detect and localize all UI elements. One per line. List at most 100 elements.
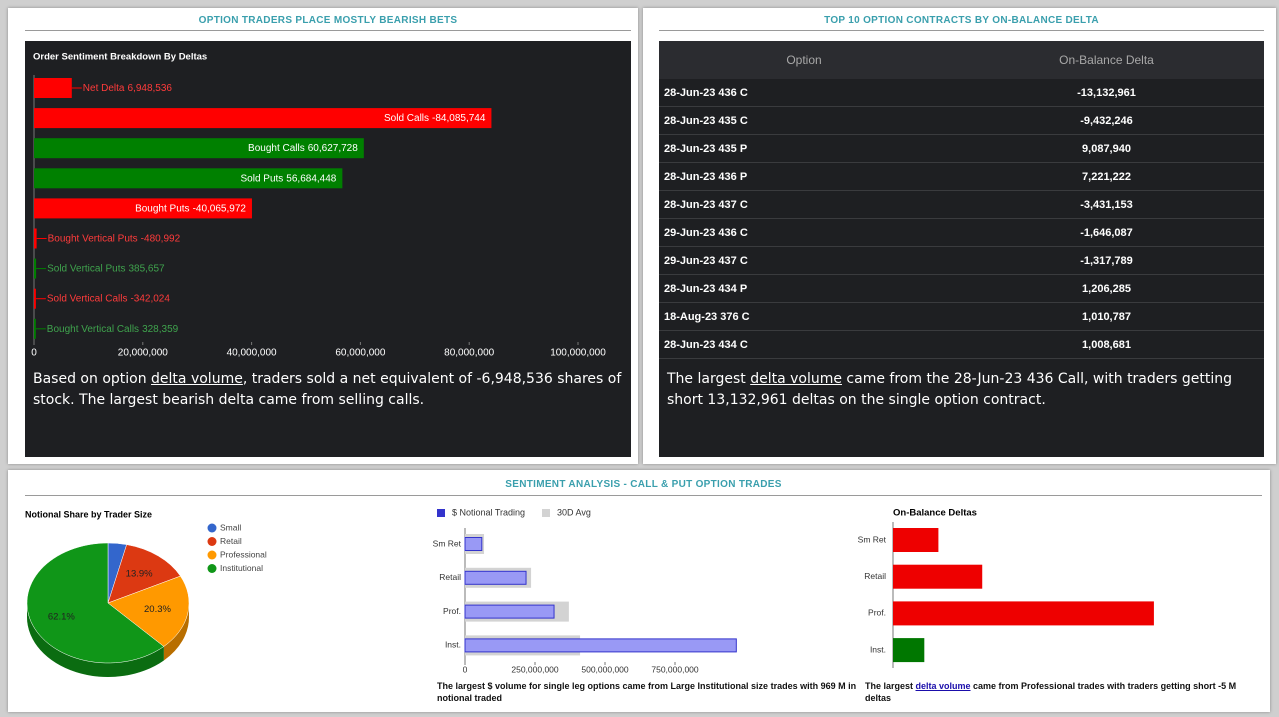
value-label: 328,359 xyxy=(142,323,179,334)
y-tick-label: Prof. xyxy=(868,608,886,618)
category-label: Bought Puts xyxy=(135,203,189,214)
bar xyxy=(893,601,1154,626)
table-cell: -13,132,961 xyxy=(1077,86,1136,99)
y-tick-label: Retail xyxy=(864,571,886,581)
x-tick-label: 0 xyxy=(31,348,37,359)
data-label: 13.9% xyxy=(126,568,153,579)
x-tick-label: 0 xyxy=(463,664,468,674)
chart-title: Order Sentiment Breakdown By Deltas xyxy=(33,52,207,63)
caption-text: came from Professional trades with trade… xyxy=(865,681,1237,703)
table-cell: 29-Jun-23 436 C xyxy=(664,226,748,239)
header-cell: Option xyxy=(786,53,822,67)
value-label: 60,627,728 xyxy=(308,143,358,154)
bar xyxy=(34,168,343,189)
data-label: Net Delta 6,948,536 xyxy=(83,83,173,94)
caption: Based on option delta volume, traders so… xyxy=(33,369,623,411)
table-cell: -1,317,789 xyxy=(1080,254,1133,267)
table-row: 28-Jun-23 435 C -9,432,246 xyxy=(659,107,1264,135)
chart-title: Notional Share by Trader Size xyxy=(25,509,152,519)
bar xyxy=(893,638,925,663)
table-row: 29-Jun-23 437 C -1,317,789 xyxy=(659,247,1264,275)
category-label: Sold Vertical Puts xyxy=(47,263,125,274)
link[interactable]: delta volume xyxy=(750,371,842,387)
legend-swatch xyxy=(207,537,217,546)
data-label: 20.3% xyxy=(144,604,171,615)
bar xyxy=(893,528,939,552)
caption-text: , traders sold a net equivalent of -6,94… xyxy=(33,371,622,408)
header-cell: On-Balance Delta xyxy=(1059,53,1154,67)
pie-slice xyxy=(107,575,190,647)
table-cell: 28-Jun-23 434 C xyxy=(664,338,748,351)
legend-swatch xyxy=(207,523,217,533)
data-label: Sold Calls -84,085,744 xyxy=(384,113,486,124)
link[interactable]: delta volume xyxy=(151,371,243,387)
category-label: Sold Puts xyxy=(240,173,283,184)
table-cell: 7,221,222 xyxy=(1082,170,1131,183)
value-label: 56,684,448 xyxy=(286,173,336,184)
panel-title: OPTION TRADERS PLACE MOSTLY BEARISH BETS xyxy=(198,15,458,26)
caption-text: Based on option xyxy=(33,371,152,387)
table-cell: -1,646,087 xyxy=(1080,226,1133,239)
table-cell: 28-Jun-23 436 P xyxy=(664,170,748,183)
x-tick-label: 20,000,000 xyxy=(118,348,168,359)
data-label: Sold Vertical Puts 385,657 xyxy=(47,263,165,274)
x-tick-label: 40,000,000 xyxy=(227,348,277,359)
bar xyxy=(34,138,364,159)
value-label: -40,065,972 xyxy=(193,203,247,214)
link[interactable]: delta volume xyxy=(915,681,971,691)
table-cell: 28-Jun-23 435 P xyxy=(664,142,748,155)
y-tick-label: Prof. xyxy=(443,606,461,616)
pie-side-shade xyxy=(163,603,189,661)
caption: The largest $ volume for single leg opti… xyxy=(437,681,857,703)
table-cell: 9,087,940 xyxy=(1082,142,1131,155)
bar xyxy=(34,108,492,129)
table-cell: 28-Jun-23 437 C xyxy=(664,198,748,211)
table-cell: 18-Aug-23 376 C xyxy=(664,310,750,323)
table-row: 28-Jun-23 436 C -13,132,961 xyxy=(659,79,1264,107)
table-cell: 1,010,787 xyxy=(1082,310,1131,323)
table-row: 29-Jun-23 436 C -1,646,087 xyxy=(659,219,1264,247)
table-row: 28-Jun-23 437 C -3,431,153 xyxy=(659,191,1264,219)
panel-title: SENTIMENT ANALYSIS - CALL & PUT OPTION T… xyxy=(505,479,782,490)
caption: The largest delta volume came from the 2… xyxy=(667,369,1247,411)
table-cell: 28-Jun-23 434 P xyxy=(664,282,748,295)
bar xyxy=(464,638,737,653)
table-row: 28-Jun-23 434 P 1,206,285 xyxy=(659,275,1264,303)
panel xyxy=(8,470,1270,712)
divider xyxy=(25,495,1262,496)
x-tick-label: 60,000,000 xyxy=(335,348,385,359)
y-tick-label: Retail xyxy=(439,572,461,582)
category-label: Bought Vertical Puts xyxy=(48,233,138,244)
table-row: 18-Aug-23 376 C 1,010,787 xyxy=(659,303,1264,331)
data-label: Bought Vertical Puts -480,992 xyxy=(48,233,181,244)
legend-label: Professional xyxy=(220,549,267,559)
legend-label: Small xyxy=(220,522,241,532)
table-cell: 1,206,285 xyxy=(1082,282,1131,295)
bar xyxy=(893,564,983,589)
x-tick-label: 500,000,000 xyxy=(581,664,629,674)
table-cell: -9,432,246 xyxy=(1080,114,1133,127)
panel-title: TOP 10 OPTION CONTRACTS BY ON-BALANCE DE… xyxy=(824,15,1099,26)
data-label: 62.1% xyxy=(48,611,75,622)
y-tick-label: Sm Ret xyxy=(858,534,887,544)
x-tick-label: 750,000,000 xyxy=(651,664,699,674)
value-label: 6,948,536 xyxy=(127,83,172,94)
y-tick-label: Inst. xyxy=(870,644,886,654)
caption-text: The largest xyxy=(865,681,916,691)
caption-text: came from the 28-Jun-23 436 Call, with t… xyxy=(667,371,1233,408)
table: Option On-Balance Delta 28-Jun-23 436 C -13… xyxy=(659,41,1264,359)
table-header: Option On-Balance Delta xyxy=(659,41,1264,79)
divider xyxy=(659,30,1264,31)
x-tick-label: 100,000,000 xyxy=(550,348,606,359)
table-row: 28-Jun-23 436 P 7,221,222 xyxy=(659,163,1264,191)
bar xyxy=(464,570,527,585)
table-cell: -3,431,153 xyxy=(1080,198,1133,211)
pie-side xyxy=(27,603,164,677)
data-label: Bought Puts -40,065,972 xyxy=(135,203,246,214)
pie-slice xyxy=(26,542,165,664)
table-row: 28-Jun-23 435 P 9,087,940 xyxy=(659,135,1264,163)
table-cell: 29-Jun-23 437 C xyxy=(664,254,748,267)
legend-swatch xyxy=(437,509,445,517)
value-label: -84,085,744 xyxy=(432,113,486,124)
